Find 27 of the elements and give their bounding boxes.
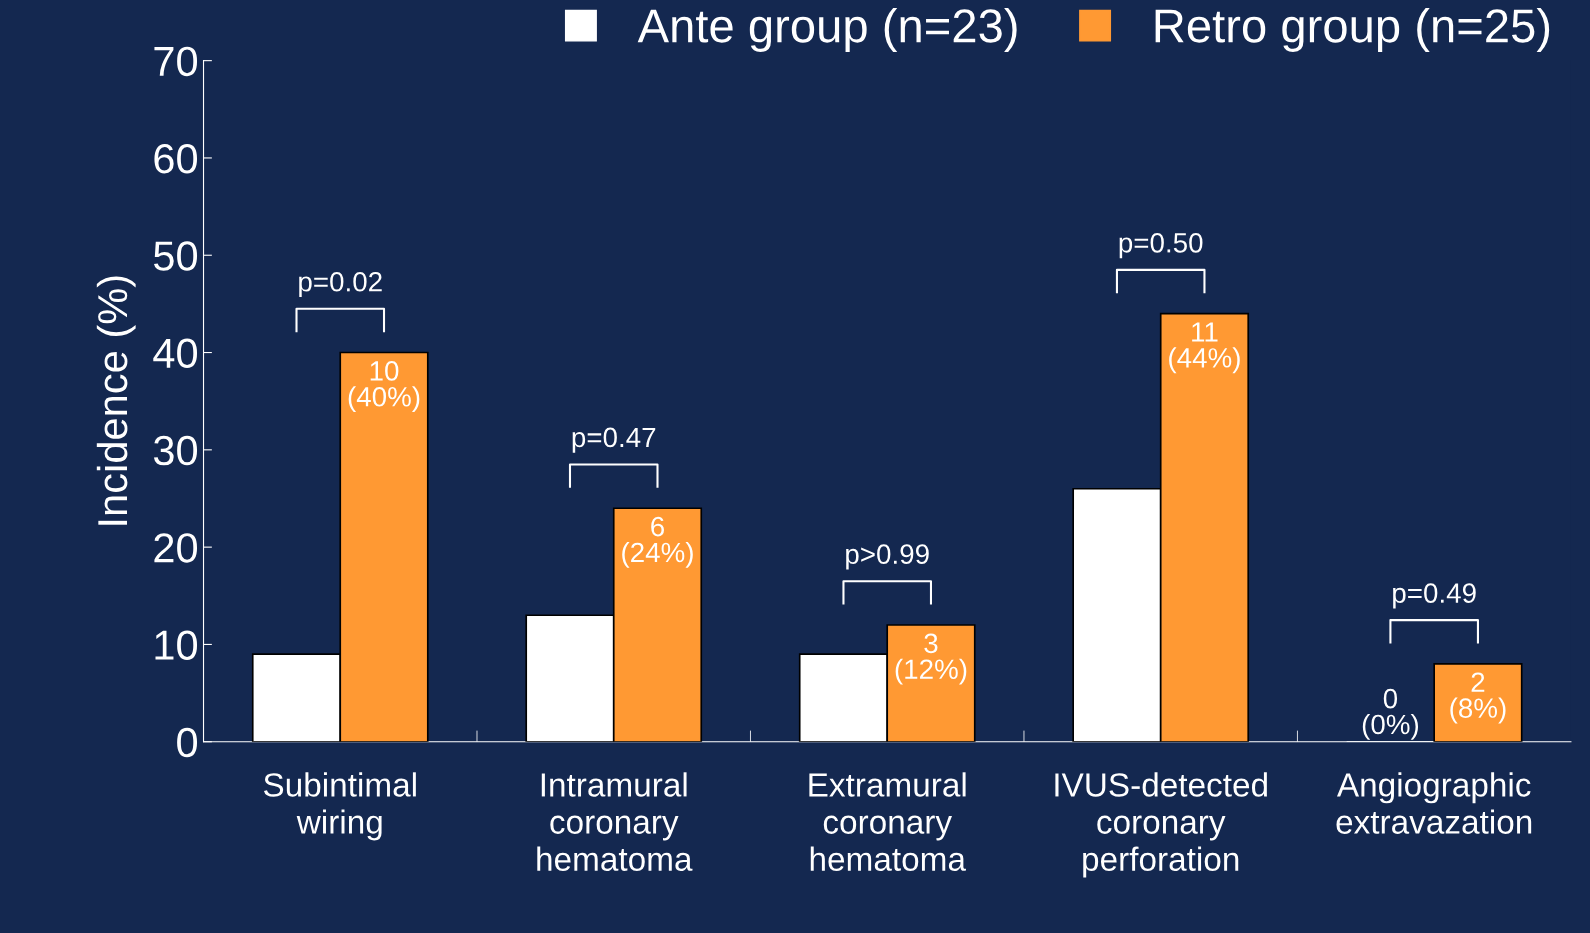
x-tick-label: Subintimal wiring <box>263 772 416 841</box>
legend-label: Ante group (n=23) <box>637 7 1017 52</box>
annotation: p=0.49 <box>1393 583 1476 609</box>
data-label: 10 (40%) <box>348 361 420 413</box>
data-label: 6 (24%) <box>622 516 693 568</box>
x-tick-label: Angiographic extravazation <box>1336 772 1532 834</box>
data-label: 0 (0%) <box>1362 688 1419 740</box>
y-tick-label: 20 <box>154 533 198 563</box>
y-tick-label: 50 <box>153 241 198 271</box>
y-tick-label: 40 <box>153 338 198 369</box>
x-tick-label: Extramural coronary hematoma <box>809 772 966 871</box>
annotation: p=0.02 <box>299 271 382 298</box>
data-label: 3 (12%) <box>895 633 967 685</box>
y-tick-label: 60 <box>154 143 198 174</box>
data-label: 11 (44%) <box>1169 322 1240 374</box>
annotation: p>0.99 <box>846 544 929 570</box>
y-tick-label: 0 <box>177 727 198 758</box>
annotation: p=0.47 <box>572 427 656 453</box>
y-tick-label: 30 <box>153 435 198 466</box>
legend-label: Retro group (n=25) <box>1155 7 1550 52</box>
data-label: 2 (8%) <box>1450 672 1506 724</box>
y-axis-title: Incidence (%) <box>96 276 136 525</box>
annotation: p=0.50 <box>1119 233 1203 259</box>
y-tick-label: 10 <box>155 630 198 660</box>
x-tick-label: IVUS-detected coronary perforation <box>1055 772 1267 878</box>
y-tick-label: 70 <box>154 46 198 77</box>
x-tick-label: Intramural coronary hematoma <box>537 772 693 871</box>
